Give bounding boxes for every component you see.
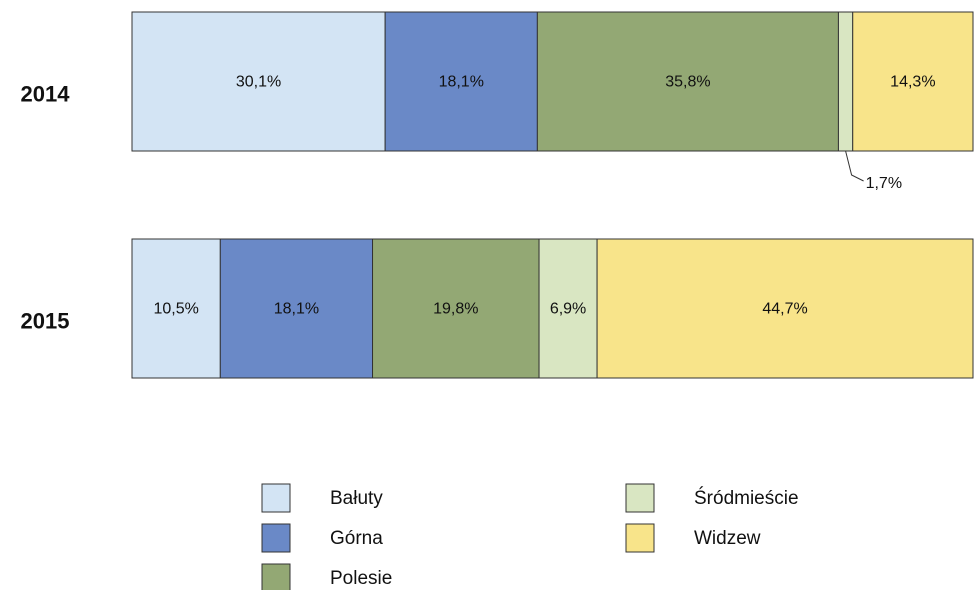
bar-segment xyxy=(536,11,839,152)
legend-label: Bałuty xyxy=(330,488,383,509)
category-label: 2015 xyxy=(21,308,70,333)
legend-label: Widzew xyxy=(694,528,761,549)
value-label: 18,1% xyxy=(274,301,319,318)
legend-swatch xyxy=(261,523,291,553)
value-label: 19,8% xyxy=(433,301,478,318)
bar-segment xyxy=(131,238,221,379)
bar-segment xyxy=(219,238,374,379)
bar-segment xyxy=(852,11,974,152)
legend-swatch xyxy=(625,483,655,513)
bar-segment xyxy=(596,238,974,379)
value-label: 44,7% xyxy=(762,301,807,318)
legend-swatch xyxy=(261,483,291,513)
leader-line xyxy=(845,150,864,182)
value-label: 18,1% xyxy=(439,74,484,91)
legend-label: Polesie xyxy=(330,568,392,589)
bar-segment xyxy=(372,238,540,379)
bar-segment xyxy=(384,11,538,152)
legend-label: Śródmieście xyxy=(694,487,799,509)
bar-segment xyxy=(131,11,386,152)
value-label: 6,9% xyxy=(550,301,586,318)
legend-swatch xyxy=(625,523,655,553)
legend-label: Górna xyxy=(330,528,383,549)
bar-segment xyxy=(538,238,598,379)
value-label: 1,7% xyxy=(866,175,902,192)
value-label: 14,3% xyxy=(890,74,935,91)
value-label: 35,8% xyxy=(665,74,710,91)
bar-segment xyxy=(837,11,854,152)
category-label: 2014 xyxy=(21,81,71,106)
legend-swatch xyxy=(261,563,291,590)
value-label: 30,1% xyxy=(236,74,281,91)
value-label: 10,5% xyxy=(153,301,198,318)
